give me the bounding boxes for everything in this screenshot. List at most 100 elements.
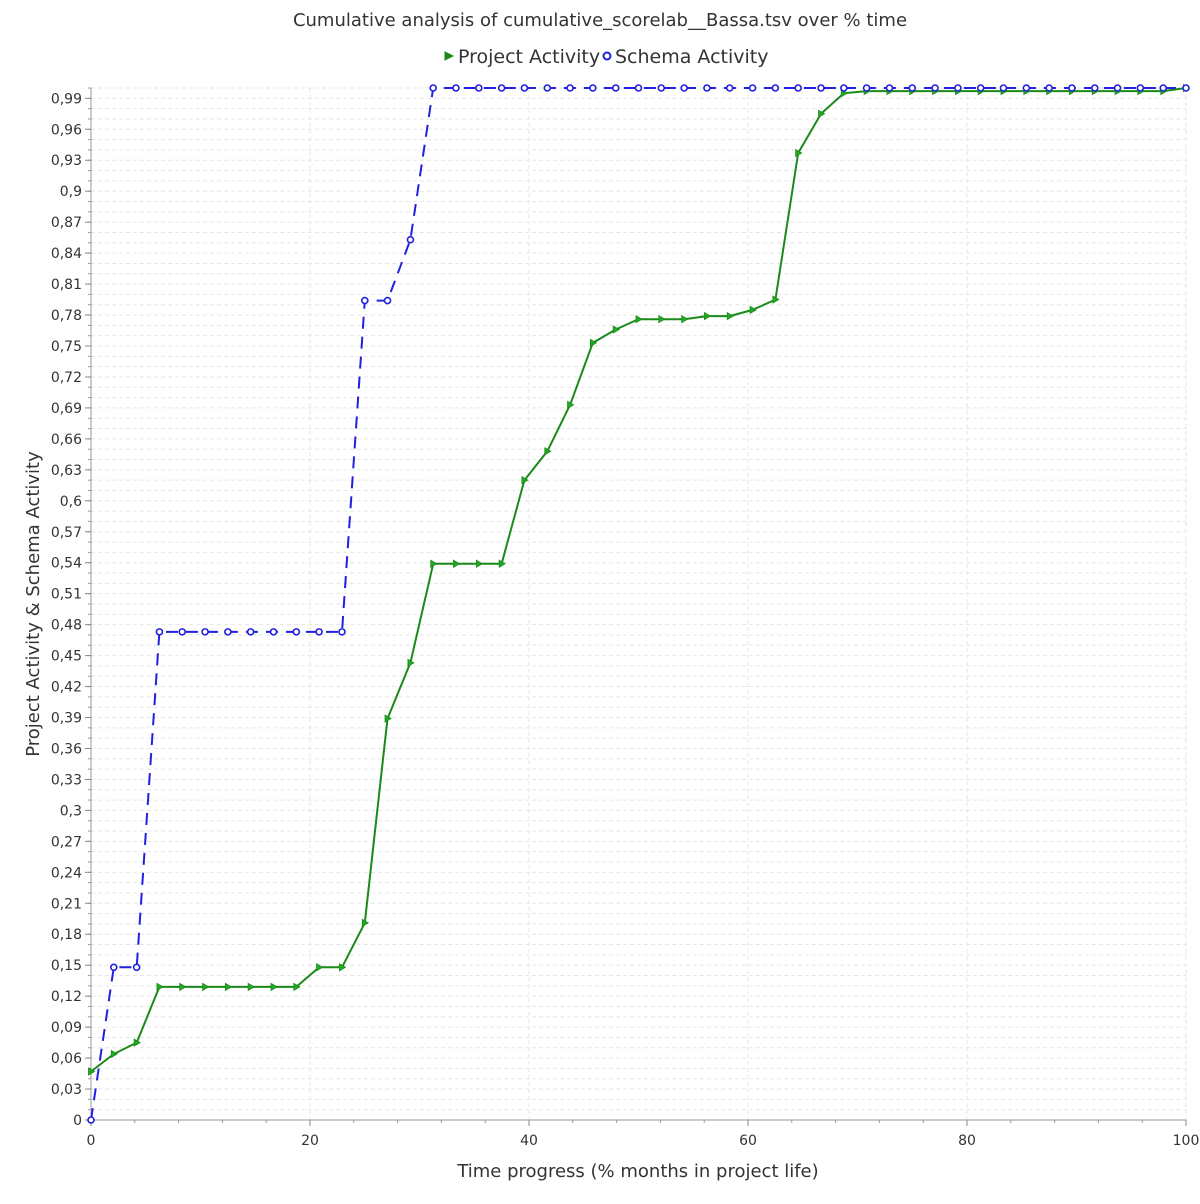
y-tick-label: 0,66 (51, 432, 82, 448)
y-tick-label: 0,48 (51, 618, 82, 634)
data-point-project-activity[interactable] (202, 982, 210, 992)
data-point-project-activity[interactable] (818, 109, 826, 118)
x-axis-ticks: 0 20 40 60 80 100 (87, 1120, 1200, 1149)
data-point-project-activity[interactable] (475, 559, 484, 568)
data-point-schema-activity[interactable] (360, 296, 369, 305)
data-point-schema-activity[interactable] (87, 1116, 95, 1124)
y-tick-label: 0,96 (51, 122, 82, 138)
data-point-project-activity[interactable] (772, 295, 780, 304)
data-point-project-activity[interactable] (270, 982, 278, 992)
data-point-schema-activity[interactable] (703, 84, 711, 92)
data-point-schema-activity[interactable] (109, 963, 118, 972)
x-tick-label: 100 (1173, 1133, 1200, 1149)
data-point-project-activity[interactable] (635, 314, 643, 324)
data-point-project-activity[interactable] (407, 658, 415, 668)
data-point-project-activity[interactable] (567, 400, 575, 410)
data-point-schema-activity[interactable] (1022, 84, 1031, 92)
data-point-project-activity[interactable] (339, 963, 347, 972)
data-point-schema-activity[interactable] (406, 235, 415, 244)
data-point-project-activity[interactable] (156, 982, 164, 992)
data-point-project-activity[interactable] (247, 982, 255, 992)
data-point-schema-activity[interactable] (1090, 84, 1099, 92)
data-point-schema-activity[interactable] (976, 84, 985, 92)
data-point-schema-activity[interactable] (1159, 84, 1168, 92)
data-point-schema-activity[interactable] (840, 84, 848, 92)
data-point-schema-activity[interactable] (725, 84, 734, 92)
data-point-schema-activity[interactable] (931, 84, 939, 92)
data-point-project-activity[interactable] (361, 918, 370, 928)
series-layer (87, 83, 1191, 1124)
data-point-schema-activity[interactable] (680, 84, 688, 92)
legend-marker-schema-activity (602, 51, 612, 61)
data-point-project-activity[interactable] (430, 559, 438, 568)
data-point-schema-activity[interactable] (429, 84, 437, 92)
data-point-schema-activity[interactable] (292, 628, 301, 636)
data-point-schema-activity[interactable] (246, 628, 255, 636)
data-point-schema-activity[interactable] (657, 84, 666, 92)
legend-item-schema-activity[interactable]: Schema Activity (602, 46, 769, 68)
data-point-schema-activity[interactable] (611, 84, 620, 92)
data-point-project-activity[interactable] (224, 982, 233, 992)
data-point-schema-activity[interactable] (634, 84, 643, 92)
data-point-project-activity[interactable] (293, 982, 301, 992)
y-tick-label: 0,21 (51, 896, 82, 912)
data-point-schema-activity[interactable] (794, 84, 802, 92)
data-point-project-activity[interactable] (749, 305, 757, 315)
data-point-project-activity[interactable] (498, 559, 506, 568)
data-point-schema-activity[interactable] (862, 84, 871, 92)
data-point-schema-activity[interactable] (999, 84, 1008, 92)
data-point-project-activity[interactable] (179, 982, 187, 992)
data-point-schema-activity[interactable] (155, 628, 164, 636)
data-point-project-activity[interactable] (704, 311, 712, 321)
data-point-schema-activity[interactable] (954, 84, 962, 92)
y-tick-label: 0,45 (51, 649, 82, 665)
data-point-schema-activity[interactable] (1045, 84, 1053, 92)
data-point-project-activity[interactable] (384, 714, 392, 723)
data-point-schema-activity[interactable] (383, 296, 392, 305)
data-point-schema-activity[interactable] (224, 628, 232, 636)
data-point-schema-activity[interactable] (589, 84, 597, 92)
data-point-schema-activity[interactable] (908, 84, 917, 92)
data-point-schema-activity[interactable] (178, 628, 187, 636)
data-point-schema-activity[interactable] (543, 84, 552, 92)
data-point-schema-activity[interactable] (817, 84, 825, 92)
data-point-project-activity[interactable] (521, 475, 529, 485)
data-point-project-activity[interactable] (110, 1049, 119, 1059)
data-point-schema-activity[interactable] (315, 628, 323, 636)
data-point-schema-activity[interactable] (201, 628, 209, 636)
data-point-project-activity[interactable] (88, 1067, 96, 1076)
legend-item-project-activity[interactable]: Project Activity (444, 46, 600, 68)
data-point-schema-activity[interactable] (748, 84, 757, 92)
data-point-schema-activity[interactable] (1182, 84, 1190, 92)
data-point-schema-activity[interactable] (1136, 84, 1145, 92)
data-point-project-activity[interactable] (316, 963, 324, 972)
data-point-schema-activity[interactable] (452, 84, 460, 92)
data-point-schema-activity[interactable] (1068, 84, 1076, 92)
data-point-project-activity[interactable] (612, 325, 621, 334)
data-point-schema-activity[interactable] (132, 963, 141, 972)
y-tick-label: 0,03 (51, 1082, 82, 1098)
data-point-project-activity[interactable] (681, 314, 689, 324)
data-point-project-activity[interactable] (726, 311, 735, 321)
data-point-schema-activity[interactable] (566, 84, 574, 92)
y-tick-label: 0,42 (51, 680, 82, 696)
data-point-schema-activity[interactable] (497, 84, 506, 92)
y-tick-label: 0,24 (51, 865, 82, 881)
data-point-schema-activity[interactable] (1113, 84, 1122, 92)
data-point-schema-activity[interactable] (269, 628, 278, 636)
data-point-schema-activity[interactable] (475, 84, 483, 92)
data-point-project-activity[interactable] (133, 1038, 141, 1047)
legend-marker-project-activity (444, 51, 455, 61)
data-point-schema-activity[interactable] (338, 628, 346, 636)
legend: Project Activity Schema Activity (444, 46, 769, 68)
data-point-project-activity[interactable] (795, 148, 803, 158)
data-point-project-activity[interactable] (453, 559, 461, 568)
data-point-schema-activity[interactable] (885, 84, 894, 92)
data-point-project-activity[interactable] (658, 314, 666, 324)
data-point-project-activity[interactable] (589, 338, 598, 348)
data-point-schema-activity[interactable] (520, 84, 529, 92)
y-tick-label: 0,12 (51, 989, 82, 1005)
data-point-project-activity[interactable] (544, 447, 552, 456)
data-point-schema-activity[interactable] (771, 84, 780, 92)
